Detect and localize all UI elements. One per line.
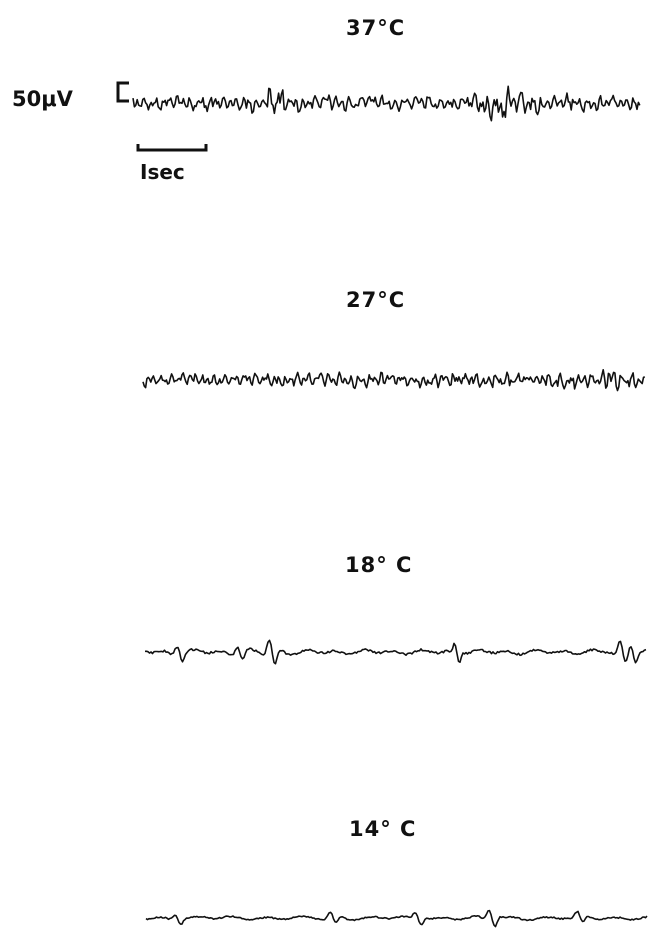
amplitude-scale-bracket xyxy=(116,81,129,103)
trace-37-temperature-label: 37°C xyxy=(346,16,406,40)
eeg-trace-14c xyxy=(145,909,648,928)
eeg-trace-18c xyxy=(145,639,647,665)
trace-27-temperature-label: 27°C xyxy=(346,288,406,312)
time-scale-bar xyxy=(136,144,208,152)
time-scale-label: Isec xyxy=(140,160,185,184)
eeg-trace-27c xyxy=(142,369,646,392)
trace-14-temperature-label: 14° C xyxy=(349,817,417,841)
trace-18-temperature-label: 18° C xyxy=(345,553,413,577)
eeg-trace-37c xyxy=(132,85,641,122)
amplitude-scale-label: 50μV xyxy=(12,87,73,111)
